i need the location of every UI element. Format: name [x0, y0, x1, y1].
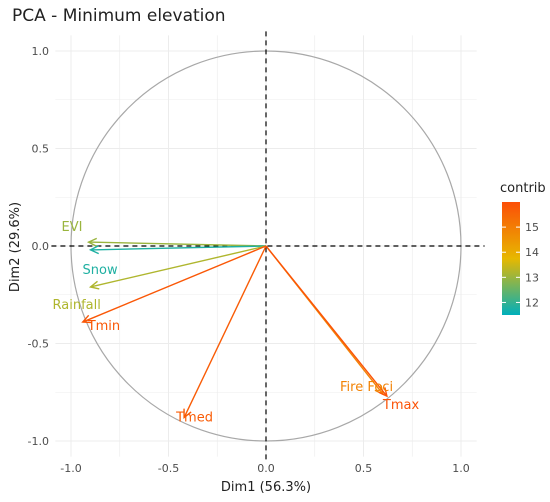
y-tick-label: 0.0: [32, 240, 50, 253]
legend-tick-label: 14: [525, 246, 539, 259]
y-tick-label: 0.5: [32, 143, 50, 156]
variable-arrows: [81, 237, 388, 420]
variable-label-evi: EVI: [62, 220, 83, 235]
variable-label-tmin: Tmin: [87, 319, 120, 334]
legend-tick-label: 12: [525, 296, 539, 309]
x-axis-title: Dim1 (56.3%): [221, 480, 311, 495]
legend-title: contrib: [500, 181, 546, 196]
arrow-tmed: [183, 245, 267, 418]
x-tick-label: -1.0: [60, 462, 81, 475]
y-tick-label: -0.5: [28, 338, 49, 351]
chart-title: PCA - Minimum elevation: [12, 6, 226, 26]
arrow-snow: [90, 245, 267, 251]
x-tick-label: 0.5: [355, 462, 373, 475]
arrowhead-snow: [88, 245, 99, 255]
variable-label-fire-foci: Fire Foci: [340, 380, 393, 395]
variable-label-snow: Snow: [83, 263, 118, 278]
variable-label-rainfall: Rainfall: [53, 298, 101, 313]
arrowhead-tmin: [81, 314, 92, 324]
y-tick-label: -1.0: [28, 435, 49, 448]
x-tick-label: 0.0: [257, 462, 275, 475]
legend: contrib 12 13 14 15: [500, 181, 546, 315]
arrowhead-evi: [86, 237, 98, 247]
variable-label-tmed: Tmed: [175, 411, 213, 426]
arrow-evi: [88, 241, 267, 247]
y-tick-label: 1.0: [32, 45, 50, 58]
y-axis-title: Dim2 (29.6%): [8, 202, 23, 292]
legend-tick-label: 13: [525, 271, 539, 284]
variable-labels: EVI Snow Rainfall Tmin Tmed Fire Foci Tmax: [53, 220, 420, 426]
arrowhead-rainfall: [88, 280, 100, 290]
arrow-tmax: [265, 245, 388, 397]
x-tick-label: 1.0: [452, 462, 470, 475]
legend-colorbar: [502, 202, 520, 315]
variable-label-tmax: Tmax: [382, 398, 420, 413]
arrowhead-tmed: [183, 408, 192, 420]
arrow-tmin: [82, 245, 267, 323]
axis-ticks: -1.0 -0.5 0.0 0.5 1.0 -1.0 -0.5 0.0 0.5 1.0: [28, 45, 470, 475]
x-tick-label: -0.5: [158, 462, 179, 475]
arrow-rainfall: [90, 245, 267, 288]
reference-lines: [51, 31, 485, 461]
arrowhead-tmax: [378, 387, 388, 398]
legend-tick-label: 15: [525, 221, 539, 234]
